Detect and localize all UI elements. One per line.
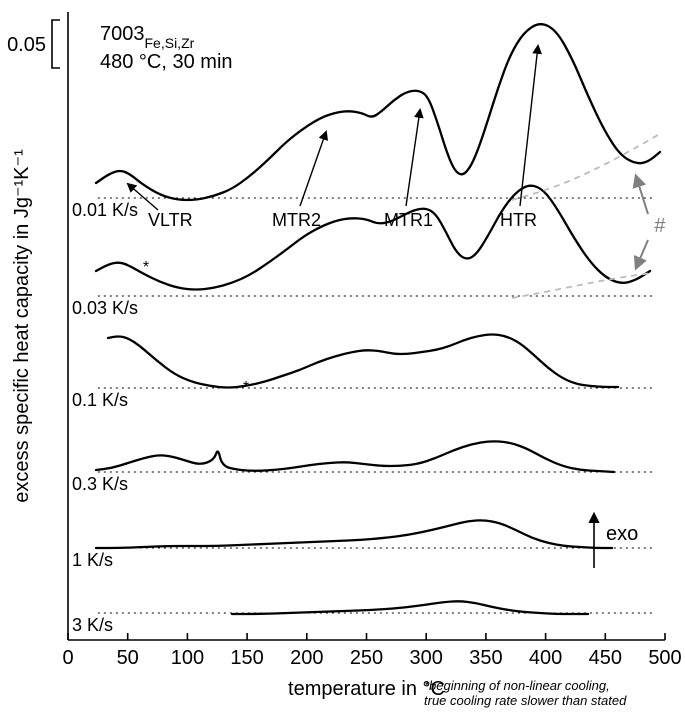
peak-label: HTR — [500, 210, 537, 230]
series-label: 1 K/s — [72, 550, 113, 570]
series-label: 0.3 K/s — [72, 474, 128, 494]
x-tick-label: 100 — [171, 647, 204, 669]
asterisk-marker: * — [243, 379, 249, 396]
y-axis-label: excess specific heat capacity in Jg⁻¹K⁻¹ — [11, 149, 33, 503]
series-label: 0.03 K/s — [72, 298, 138, 318]
plot-background — [0, 0, 685, 715]
scale-bar-label: 0.05 — [7, 34, 46, 56]
asterisk-marker: * — [143, 259, 149, 276]
series-label: 0.1 K/s — [72, 390, 128, 410]
x-tick-label: 200 — [290, 647, 323, 669]
footnote-line: *beginning of non-linear cooling, — [424, 678, 610, 693]
series-label: 0.01 K/s — [72, 200, 138, 220]
footnote-line: true cooling rate slower than stated — [424, 693, 627, 708]
x-tick-label: 300 — [410, 647, 443, 669]
x-tick-label: 400 — [529, 647, 562, 669]
x-axis-label: temperature in °C — [288, 678, 445, 700]
peak-label: MTR1 — [384, 210, 433, 230]
x-tick-label: 450 — [589, 647, 622, 669]
x-tick-label: 0 — [62, 647, 73, 669]
x-tick-label: 50 — [117, 647, 139, 669]
x-tick-label: 250 — [350, 647, 383, 669]
chart-svg: 0 50 100 150 200 250 300 350 400 450 500 temperatur… — [0, 0, 685, 715]
x-tick-label: 350 — [469, 647, 502, 669]
peak-label: VLTR — [148, 210, 193, 230]
x-tick-label: 500 — [648, 647, 681, 669]
x-tick-label: 150 — [230, 647, 263, 669]
peak-label: MTR2 — [272, 210, 321, 230]
series-label: 3 K/s — [72, 615, 113, 635]
exo-label: exo — [606, 523, 638, 545]
dsc-chart: 0 50 100 150 200 250 300 350 400 450 500 temperatur… — [0, 0, 685, 715]
hash-label: # — [654, 215, 666, 237]
chart-subtitle: 480 °C, 30 min — [100, 51, 233, 73]
